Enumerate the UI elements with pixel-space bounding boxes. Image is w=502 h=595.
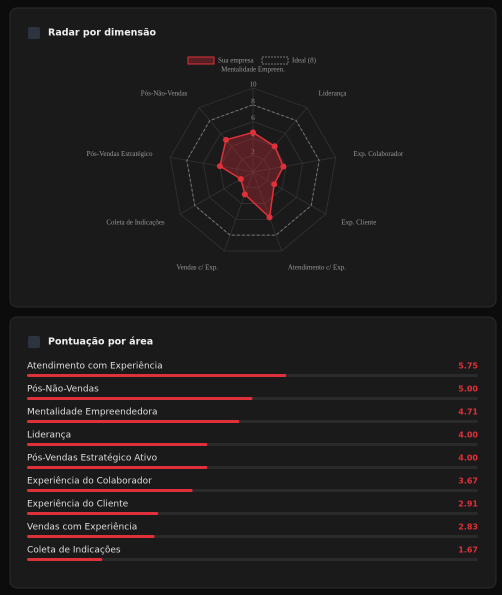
radar-point (216, 163, 223, 170)
axis-label: Coleta de Indicações (106, 219, 165, 227)
bar (27, 374, 287, 377)
spoke (223, 171, 254, 252)
value-label: 1.67 (458, 546, 478, 555)
value-label: 2.83 (458, 523, 478, 532)
value-label: 2.91 (458, 500, 478, 509)
radar-point (271, 143, 278, 150)
bar-label: Atendimento com Experiência (27, 361, 163, 372)
value-label: 5.00 (458, 385, 478, 394)
spoke (252, 107, 308, 173)
axis-label: Exp. Colaborador (353, 150, 403, 158)
bar (27, 397, 253, 400)
axis-label: Atendimento c/ Exp. (288, 263, 346, 271)
bar (27, 420, 240, 423)
radar-area (186, 104, 320, 236)
spoke (252, 171, 326, 215)
value-label: 3.67 (458, 477, 478, 486)
spoke (252, 157, 336, 173)
bar (27, 535, 155, 538)
radar-point (250, 129, 256, 136)
legend-label: Sua empresa (218, 57, 254, 65)
radar-area (219, 131, 285, 219)
bar-label: Experiência do Cliente (27, 499, 129, 510)
bar-label: Experiência do Colaborador (27, 476, 152, 487)
value-label: 4.00 (458, 431, 478, 440)
axis-label: Pós-Vendas Estratégico (87, 150, 153, 158)
bar-label: Mentalidade Empreendedora (27, 408, 158, 418)
bar-label: Coleta de Indicações (27, 546, 121, 556)
spoke (170, 157, 254, 173)
grid-ring (169, 87, 337, 252)
axis-label: Liderança (319, 89, 348, 97)
axis-label: Vendas c/ Exp. (176, 263, 218, 271)
radar-point (266, 214, 273, 221)
bar (27, 443, 208, 446)
axis-label: Exp. Cliente (341, 219, 376, 227)
grid-ring (236, 154, 270, 189)
bar-label: Pós-Não-Vendas (27, 384, 99, 395)
bar (27, 489, 193, 492)
axis-label: Mentalidade Empreen. (221, 66, 285, 74)
bar (27, 512, 159, 515)
bar-label: Vendas com Experiência (27, 522, 137, 533)
bar-track (27, 558, 478, 561)
r-tick-label: 10 (250, 81, 258, 89)
bar (27, 558, 103, 561)
axis-label: Pós-Não-Vendas (141, 89, 188, 97)
bar-label: Liderança (27, 431, 71, 441)
radar-title: Radar por dimensão (48, 28, 156, 39)
legend-swatch (261, 56, 289, 65)
bar-label: Pós-Vendas Estratégico Ativo (27, 453, 158, 464)
bar (27, 466, 208, 469)
legend-swatch (187, 56, 215, 65)
value-label: 5.75 (458, 362, 478, 371)
radar-point (237, 176, 244, 183)
radar-point (223, 136, 230, 143)
value-label: 4.00 (458, 454, 478, 463)
grid-ring (202, 121, 304, 220)
radar-point (271, 181, 278, 188)
radar-point (280, 163, 287, 170)
radar-icon (28, 27, 40, 39)
radar-point (241, 191, 248, 198)
bars-card (9, 316, 497, 589)
legend-label: Ideal (8) (292, 57, 317, 65)
bars-title: Pontuação por área (48, 337, 153, 348)
value-label: 4.71 (458, 408, 478, 417)
grid-ring (219, 137, 287, 204)
spoke (252, 171, 283, 252)
bars-icon (28, 336, 40, 348)
